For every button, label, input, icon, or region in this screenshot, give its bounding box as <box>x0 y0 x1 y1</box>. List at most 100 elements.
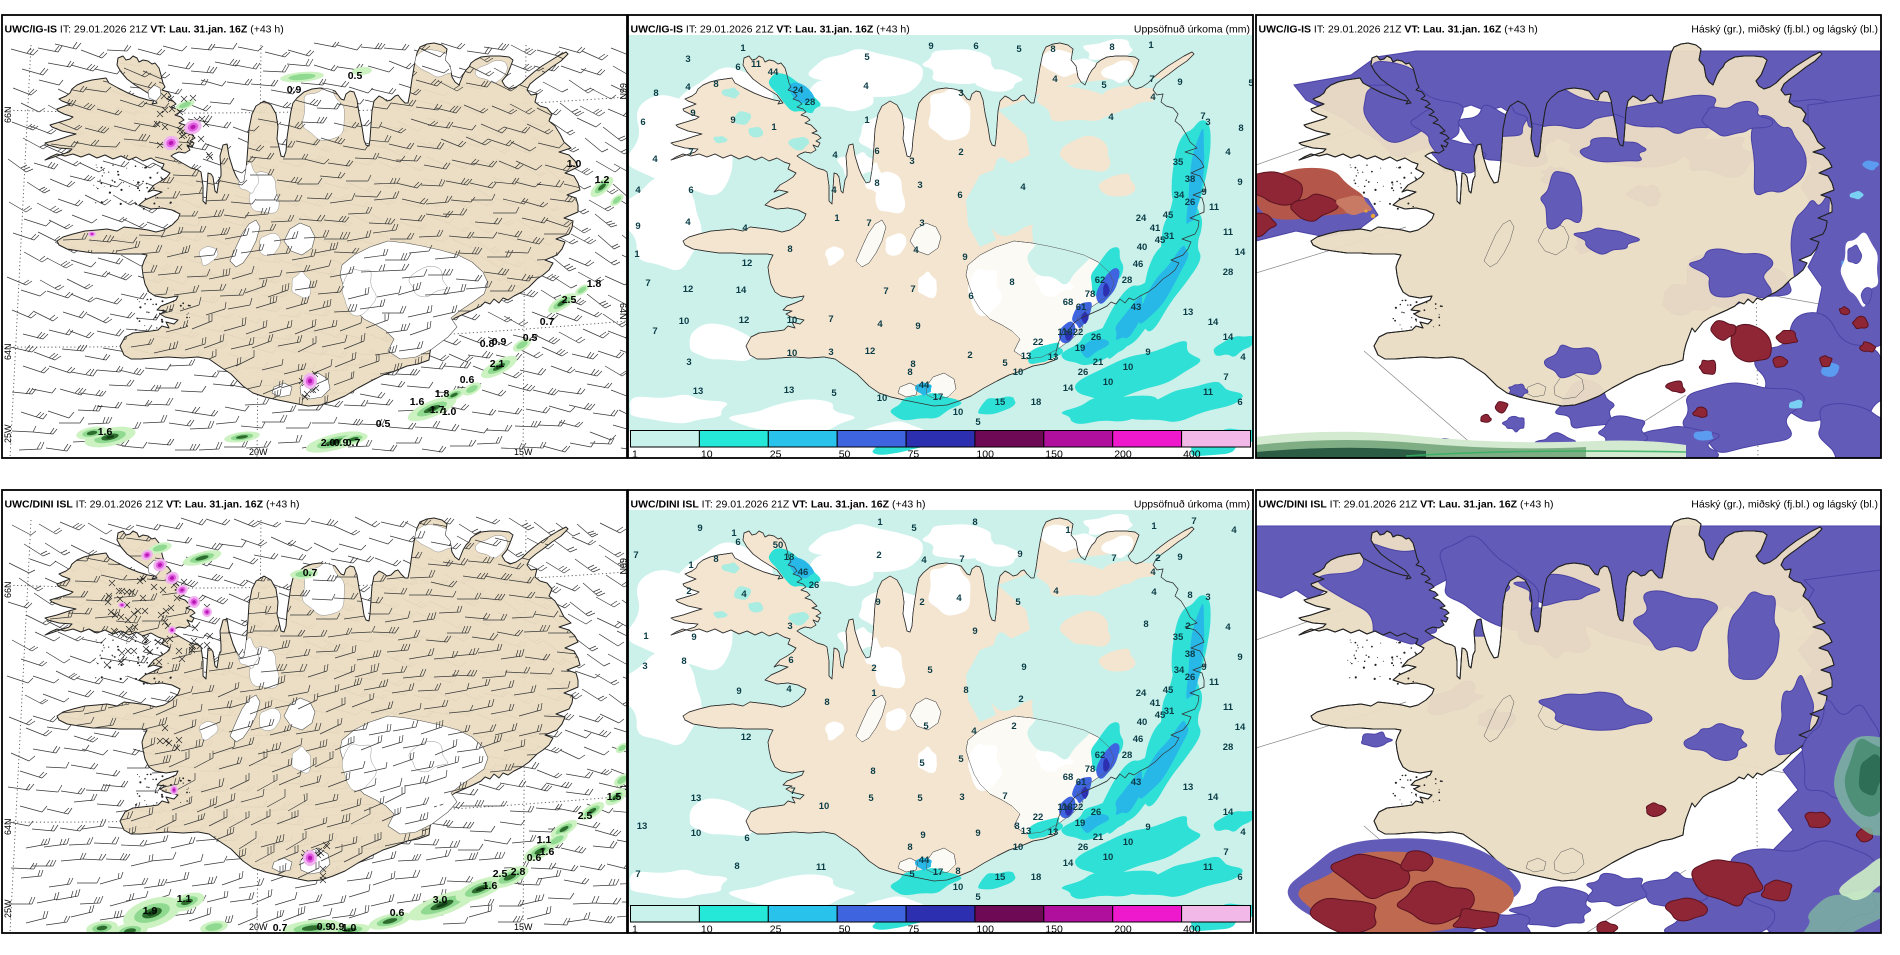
svg-text:8: 8 <box>681 656 686 667</box>
svg-text:10: 10 <box>1013 367 1024 378</box>
svg-text:25: 25 <box>770 449 782 461</box>
svg-text:7: 7 <box>1191 516 1196 527</box>
svg-text:7: 7 <box>883 286 888 297</box>
svg-text:14: 14 <box>1063 858 1074 869</box>
svg-text:7: 7 <box>790 786 795 797</box>
svg-text:45: 45 <box>1163 210 1174 221</box>
svg-text:8: 8 <box>1143 619 1148 630</box>
svg-text:45: 45 <box>1155 235 1166 246</box>
svg-text:50: 50 <box>773 540 784 551</box>
svg-text:2.0: 2.0 <box>321 437 336 449</box>
svg-text:12: 12 <box>683 284 694 295</box>
svg-text:75: 75 <box>908 924 920 936</box>
svg-text:1.8: 1.8 <box>587 278 602 290</box>
svg-text:3: 3 <box>958 88 963 99</box>
svg-text:17: 17 <box>933 392 944 403</box>
svg-text:3: 3 <box>959 792 964 803</box>
svg-text:19: 19 <box>1075 343 1086 354</box>
svg-text:1: 1 <box>688 560 694 571</box>
svg-text:11: 11 <box>816 862 827 873</box>
svg-text:1.1: 1.1 <box>177 893 192 905</box>
svg-text:200: 200 <box>1114 449 1132 461</box>
svg-text:14: 14 <box>1063 383 1074 394</box>
svg-text:Uppsöfnuð úrkoma (mm): Uppsöfnuð úrkoma (mm) <box>1134 499 1250 511</box>
svg-text:0.7: 0.7 <box>346 437 361 449</box>
svg-text:75: 75 <box>908 449 920 461</box>
svg-text:100: 100 <box>976 924 994 936</box>
svg-text:4: 4 <box>635 185 641 196</box>
svg-text:64N: 64N <box>618 778 628 795</box>
svg-text:24: 24 <box>1136 688 1147 699</box>
svg-text:15W: 15W <box>514 447 533 457</box>
svg-text:1.0: 1.0 <box>342 922 357 934</box>
svg-text:68: 68 <box>1063 772 1074 783</box>
svg-text:13: 13 <box>637 821 648 832</box>
svg-text:1: 1 <box>877 517 883 528</box>
svg-text:8: 8 <box>907 367 912 378</box>
svg-text:1: 1 <box>643 631 649 642</box>
svg-text:15W: 15W <box>514 922 533 932</box>
svg-text:66N: 66N <box>3 581 13 598</box>
svg-text:1.6: 1.6 <box>483 880 498 892</box>
svg-text:9: 9 <box>972 626 977 637</box>
svg-text:4: 4 <box>685 82 691 93</box>
svg-text:41: 41 <box>1150 698 1161 709</box>
svg-text:2: 2 <box>686 586 691 597</box>
svg-text:8: 8 <box>955 866 960 877</box>
svg-text:11: 11 <box>751 59 762 70</box>
svg-text:0.9: 0.9 <box>317 921 332 933</box>
svg-text:2.5: 2.5 <box>578 810 593 822</box>
svg-text:4: 4 <box>832 150 838 161</box>
svg-text:2: 2 <box>1018 694 1023 705</box>
svg-text:9: 9 <box>975 828 980 839</box>
svg-text:8: 8 <box>734 861 739 872</box>
svg-text:1.8: 1.8 <box>435 388 450 400</box>
svg-text:4: 4 <box>913 245 919 256</box>
svg-text:44: 44 <box>919 855 930 866</box>
svg-text:40: 40 <box>1137 242 1148 253</box>
svg-text:1: 1 <box>632 449 638 461</box>
svg-text:1: 1 <box>1065 525 1071 536</box>
svg-text:14: 14 <box>1208 792 1219 803</box>
svg-text:2: 2 <box>1011 721 1016 732</box>
svg-text:150: 150 <box>1045 924 1063 936</box>
svg-text:4: 4 <box>921 555 927 566</box>
svg-text:0.9: 0.9 <box>334 437 349 449</box>
svg-text:2: 2 <box>1155 553 1160 564</box>
svg-text:10: 10 <box>819 801 830 812</box>
svg-text:22: 22 <box>1073 327 1084 338</box>
svg-text:8: 8 <box>874 178 879 189</box>
svg-text:7: 7 <box>1223 372 1228 383</box>
svg-text:10: 10 <box>787 348 798 359</box>
svg-text:38: 38 <box>1185 649 1196 660</box>
svg-text:10: 10 <box>701 449 713 461</box>
svg-text:10: 10 <box>1123 837 1134 848</box>
svg-text:5: 5 <box>909 869 915 880</box>
svg-text:28: 28 <box>1223 742 1234 753</box>
svg-text:13: 13 <box>1021 826 1032 837</box>
svg-text:45: 45 <box>1155 710 1166 721</box>
svg-text:UWC/DINI ISL IT: 29.01.2026 21: UWC/DINI ISL IT: 29.01.2026 21Z VT: Lau.… <box>1259 499 1554 511</box>
svg-text:7: 7 <box>635 869 640 880</box>
svg-text:7: 7 <box>910 284 915 295</box>
svg-text:UWC/DINI ISL IT: 29.01.2026 21: UWC/DINI ISL IT: 29.01.2026 21Z VT: Lau.… <box>631 499 926 511</box>
svg-text:8: 8 <box>824 697 829 708</box>
svg-text:17: 17 <box>933 867 944 878</box>
svg-text:14: 14 <box>1223 332 1234 343</box>
svg-text:5: 5 <box>958 754 964 765</box>
svg-text:13: 13 <box>693 386 704 397</box>
svg-text:5: 5 <box>1248 78 1254 89</box>
svg-text:25W: 25W <box>3 424 13 443</box>
svg-text:100: 100 <box>976 449 994 461</box>
svg-text:35: 35 <box>1173 157 1184 168</box>
svg-text:7: 7 <box>866 218 871 229</box>
svg-text:5: 5 <box>1016 44 1022 55</box>
svg-text:150: 150 <box>1045 449 1063 461</box>
svg-text:10: 10 <box>1103 852 1114 863</box>
svg-text:40: 40 <box>1137 717 1148 728</box>
svg-text:9: 9 <box>1177 552 1182 563</box>
svg-text:7: 7 <box>633 550 638 561</box>
svg-text:6: 6 <box>1237 397 1242 408</box>
svg-text:5: 5 <box>919 758 925 769</box>
svg-text:8: 8 <box>910 359 915 370</box>
